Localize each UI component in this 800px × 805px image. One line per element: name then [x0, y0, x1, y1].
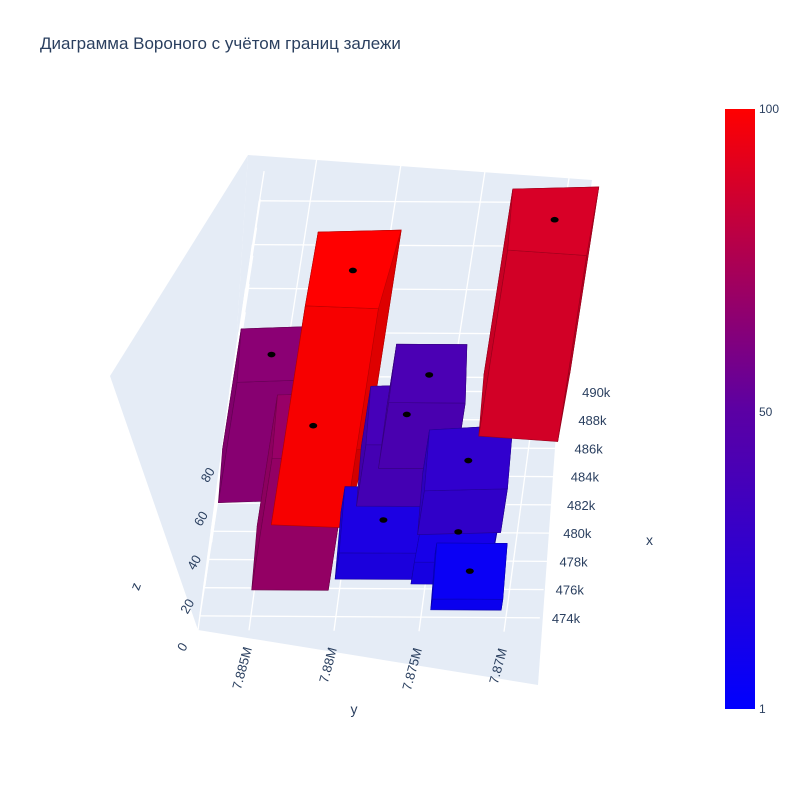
x-tick-label: 474k [552, 611, 581, 626]
x-tick-label: 482k [567, 498, 596, 513]
y-axis-title: y [351, 701, 358, 717]
voronoi-cell-side [334, 552, 420, 580]
x-tick-label: 484k [571, 470, 600, 485]
x-tick-label: 478k [559, 554, 588, 569]
z-tick-label: 40 [184, 552, 204, 572]
y-tick-label: 7.885M [229, 645, 255, 691]
site-markers[interactable] [267, 216, 559, 574]
site-marker[interactable] [454, 529, 463, 535]
colorbar-tick-label: 1 [759, 702, 766, 716]
colorbar-tick-label: 50 [759, 405, 773, 419]
x-axis: 474k 476k 478k 480k 482k 484k 486k 488k 490k x [552, 385, 653, 626]
grid-line-y [452, 158, 488, 378]
site-marker[interactable] [379, 517, 388, 523]
site-marker[interactable] [348, 267, 357, 274]
z-tick-label: 20 [177, 596, 197, 616]
x-tick-label: 476k [556, 583, 585, 598]
grid-line-x [199, 615, 540, 619]
voronoi-cell[interactable] [478, 186, 600, 442]
z-tick-label: 60 [191, 509, 211, 529]
chart-title: Диаграмма Вороного с учётом границ залеж… [40, 34, 401, 53]
z-tick-label: 0 [174, 640, 191, 654]
x-tick-label: 488k [578, 413, 607, 428]
voronoi-cell[interactable] [270, 229, 402, 529]
site-marker[interactable] [550, 216, 559, 223]
site-marker[interactable] [464, 457, 473, 464]
y-tick-label: 7.88M [316, 646, 340, 685]
voronoi-cell-side [430, 598, 504, 611]
colorbar-gradient [725, 109, 755, 709]
colorbar-tick-label: 100 [759, 102, 779, 116]
site-marker[interactable] [465, 568, 474, 574]
site-marker[interactable] [267, 351, 276, 358]
x-tick-label: 480k [563, 526, 592, 541]
voronoi-cells[interactable] [218, 186, 600, 611]
voronoi-cell-side [417, 488, 508, 535]
site-marker[interactable] [425, 372, 434, 378]
z-tick-label: 80 [198, 465, 218, 485]
x-tick-label: 486k [575, 441, 604, 456]
grid-line-z [197, 375, 233, 631]
site-marker[interactable] [402, 411, 411, 418]
colorbar: 1 50 100 [725, 102, 779, 716]
voronoi-cell[interactable] [430, 542, 508, 611]
z-axis-title: z [127, 580, 144, 592]
x-axis-title: x [646, 532, 653, 548]
voronoi-cell[interactable] [417, 424, 514, 535]
x-tick-label: 490k [582, 385, 611, 400]
site-marker[interactable] [309, 422, 318, 429]
